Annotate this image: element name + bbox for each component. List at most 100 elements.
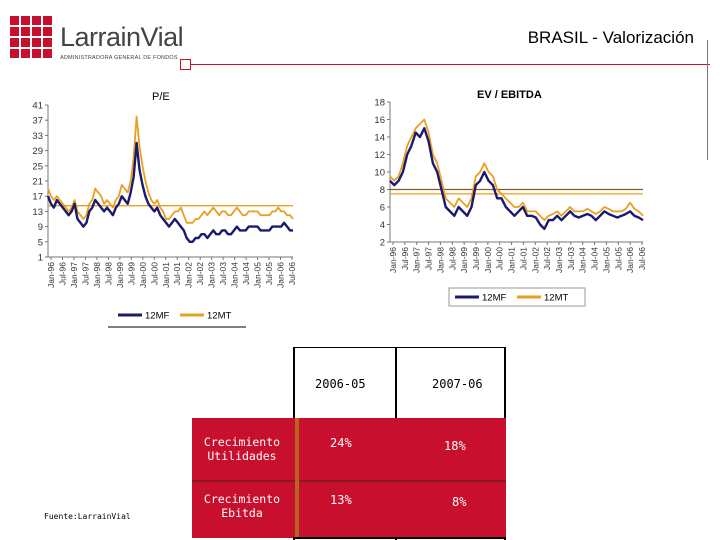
- ev-x-tick-label: Jul-98: [447, 247, 457, 270]
- pe-x-tick-label: Jan-05: [253, 262, 263, 288]
- ev-x-tick-label: Jul-06: [637, 247, 647, 270]
- pe-x-tick-label: Jan-97: [69, 262, 79, 288]
- ev-x-tick-label: Jul-99: [471, 247, 481, 270]
- ev-x-tick-label: Jul-96: [400, 247, 410, 270]
- pe-series-12mf: [46, 141, 293, 244]
- ev-series-12mf: [389, 127, 644, 231]
- ev-y-tick-label: 14: [374, 133, 385, 144]
- table-row-utilidades: [192, 418, 506, 480]
- ev-x-tick-label: Jul-00: [495, 247, 505, 270]
- pe-x-tick-label: Jul-97: [80, 262, 90, 285]
- ev-x-tick-label: Jan-02: [530, 247, 540, 273]
- row-label-utilidades-line2: Utilidades: [207, 449, 277, 463]
- pe-x-tick-label: Jan-03: [207, 262, 217, 288]
- company-logo: LarrainVial ADMINISTRADORA GENERAL DE FO…: [10, 16, 190, 66]
- row-label-utilidades-line1: Crecimiento: [203, 435, 281, 449]
- pe-y-tick-label: 13: [32, 207, 43, 218]
- row-label-ebitda: Crecimiento Ebitda: [192, 492, 292, 520]
- ev-y-tick-label: 8: [380, 185, 385, 196]
- ev-x-tick-label: Jan-06: [625, 247, 635, 273]
- pe-legend-label-12mf: 12MF: [145, 311, 169, 322]
- ev-title: EV / EBITDA: [477, 89, 542, 101]
- column-header-2006-05: 2006-05: [315, 377, 366, 391]
- pe-y-tick-label: 17: [32, 192, 43, 203]
- ev-y-tick-label: 2: [380, 238, 385, 249]
- pe-x-tick-label: Jul-03: [218, 262, 228, 285]
- pe-x-tick-label: Jan-00: [138, 262, 148, 288]
- pe-x-tick-label: Jul-99: [126, 262, 136, 285]
- ev-legend-box: [448, 287, 586, 307]
- ev-x-tick-label: Jan-98: [435, 247, 445, 273]
- ev-x-tick-label: Jul-03: [566, 247, 576, 270]
- pe-x-tick-label: Jan-98: [92, 262, 102, 288]
- ev-x-tick-label: Jul-05: [613, 247, 623, 270]
- ev-ebitda-chart: EV / EBITDA 2 4 6 8 10 12 14 16 18 Jan-96 Jul-96 Jan…: [355, 85, 650, 315]
- pe-legend-label-12mt: 12MT: [207, 311, 231, 322]
- ev-legend-label-12mt: 12MT: [544, 293, 568, 304]
- pe-x-tick-label: Jul-00: [149, 262, 159, 285]
- pe-y-tick-label: 33: [32, 131, 43, 142]
- header-marker-box: [180, 59, 191, 70]
- table-accent-bar: [295, 418, 299, 538]
- ev-x-tick-label: Jan-05: [601, 247, 611, 273]
- cell-utilidades-2007-06: 18%: [444, 439, 466, 453]
- right-edge-divider: [707, 40, 708, 160]
- ev-x-tick-label: Jan-99: [459, 247, 469, 273]
- pe-x-tick-label: Jan-99: [115, 262, 125, 288]
- pe-y-tick-label: 5: [38, 237, 43, 248]
- ev-x-tick-label: Jan-03: [554, 247, 564, 273]
- pe-x-tick-label: Jan-01: [161, 262, 171, 288]
- source-note: Fuente:LarrainVial: [44, 512, 131, 521]
- ev-x-tick-label: Jan-01: [507, 247, 517, 273]
- row-label-utilidades: Crecimiento Utilidades: [192, 435, 292, 463]
- ev-y-tick-label: 18: [374, 98, 385, 109]
- pe-y-tick-label: 21: [32, 177, 43, 188]
- logo-name: LarrainVial: [60, 22, 184, 52]
- pe-x-tick-label: Jul-98: [103, 262, 113, 285]
- ev-x-tick-label: Jul-02: [542, 247, 552, 270]
- ev-y-tick-label: 12: [374, 150, 385, 161]
- ev-x-tick-label: Jan-96: [388, 247, 398, 273]
- logo-subtitle: ADMINISTRADORA GENERAL DE FONDOS: [60, 55, 178, 61]
- pe-x-tick-label: Jul-02: [195, 262, 205, 285]
- page-title: BRASIL - Valorización: [527, 28, 694, 47]
- ev-series-12mt: [389, 118, 644, 222]
- table-row-separator: [192, 480, 506, 482]
- pe-x-tick-label: Jul-06: [287, 262, 297, 285]
- table-bottom-border: [293, 537, 506, 539]
- header-divider: [190, 64, 710, 65]
- ev-x-tick-label: Jul-97: [424, 247, 434, 270]
- column-header-2007-06: 2007-06: [432, 377, 483, 391]
- pe-series-12mt: [47, 115, 294, 224]
- pe-x-tick-label: Jul-05: [264, 262, 274, 285]
- ev-x-tick-label: Jul-01: [518, 247, 528, 270]
- ev-y-tick-label: 6: [380, 203, 385, 214]
- pe-chart-svg: P/E 1 5 9 13 17 21 25 29 33 37 41 Jan-96 Jul-96 Jan-97…: [32, 91, 297, 328]
- pe-x-tick-label: Jan-06: [276, 262, 286, 288]
- row-label-ebitda-line1: Crecimiento: [203, 492, 281, 506]
- cell-ebitda-2006-05: 13%: [330, 493, 352, 507]
- pe-y-tick-label: 9: [38, 222, 43, 233]
- pe-y-tick-label: 29: [32, 146, 43, 157]
- ev-legend-label-12mf: 12MF: [482, 293, 506, 304]
- pe-x-tick-label: Jan-02: [184, 262, 194, 288]
- pe-x-tick-label: Jan-96: [46, 262, 56, 288]
- ev-x-tick-label: Jan-04: [578, 247, 588, 273]
- pe-x-tick-label: Jul-04: [241, 262, 251, 285]
- ev-y-tick-label: 10: [374, 168, 385, 179]
- cell-ebitda-2007-06: 8%: [452, 495, 467, 509]
- pe-y-tick-label: 1: [38, 253, 43, 264]
- table-top-border: [293, 347, 506, 348]
- cell-utilidades-2006-05: 24%: [330, 436, 352, 450]
- pe-y-tick-label: 25: [32, 161, 43, 172]
- ev-y-tick-label: 16: [374, 115, 385, 126]
- table-row-ebitda: [192, 482, 506, 538]
- pe-x-tick-label: Jul-96: [57, 262, 67, 285]
- pe-chart: P/E 1 5 9 13 17 21 25 29 33 37 41 Jan-96 Jul-96 Jan-97…: [20, 85, 300, 335]
- pe-title: P/E: [152, 91, 170, 103]
- ev-x-tick-label: Jan-00: [483, 247, 493, 273]
- ev-x-tick-label: Jan-97: [412, 247, 422, 273]
- pe-y-tick-label: 37: [32, 116, 43, 127]
- row-label-ebitda-line2: Ebitda: [221, 506, 263, 520]
